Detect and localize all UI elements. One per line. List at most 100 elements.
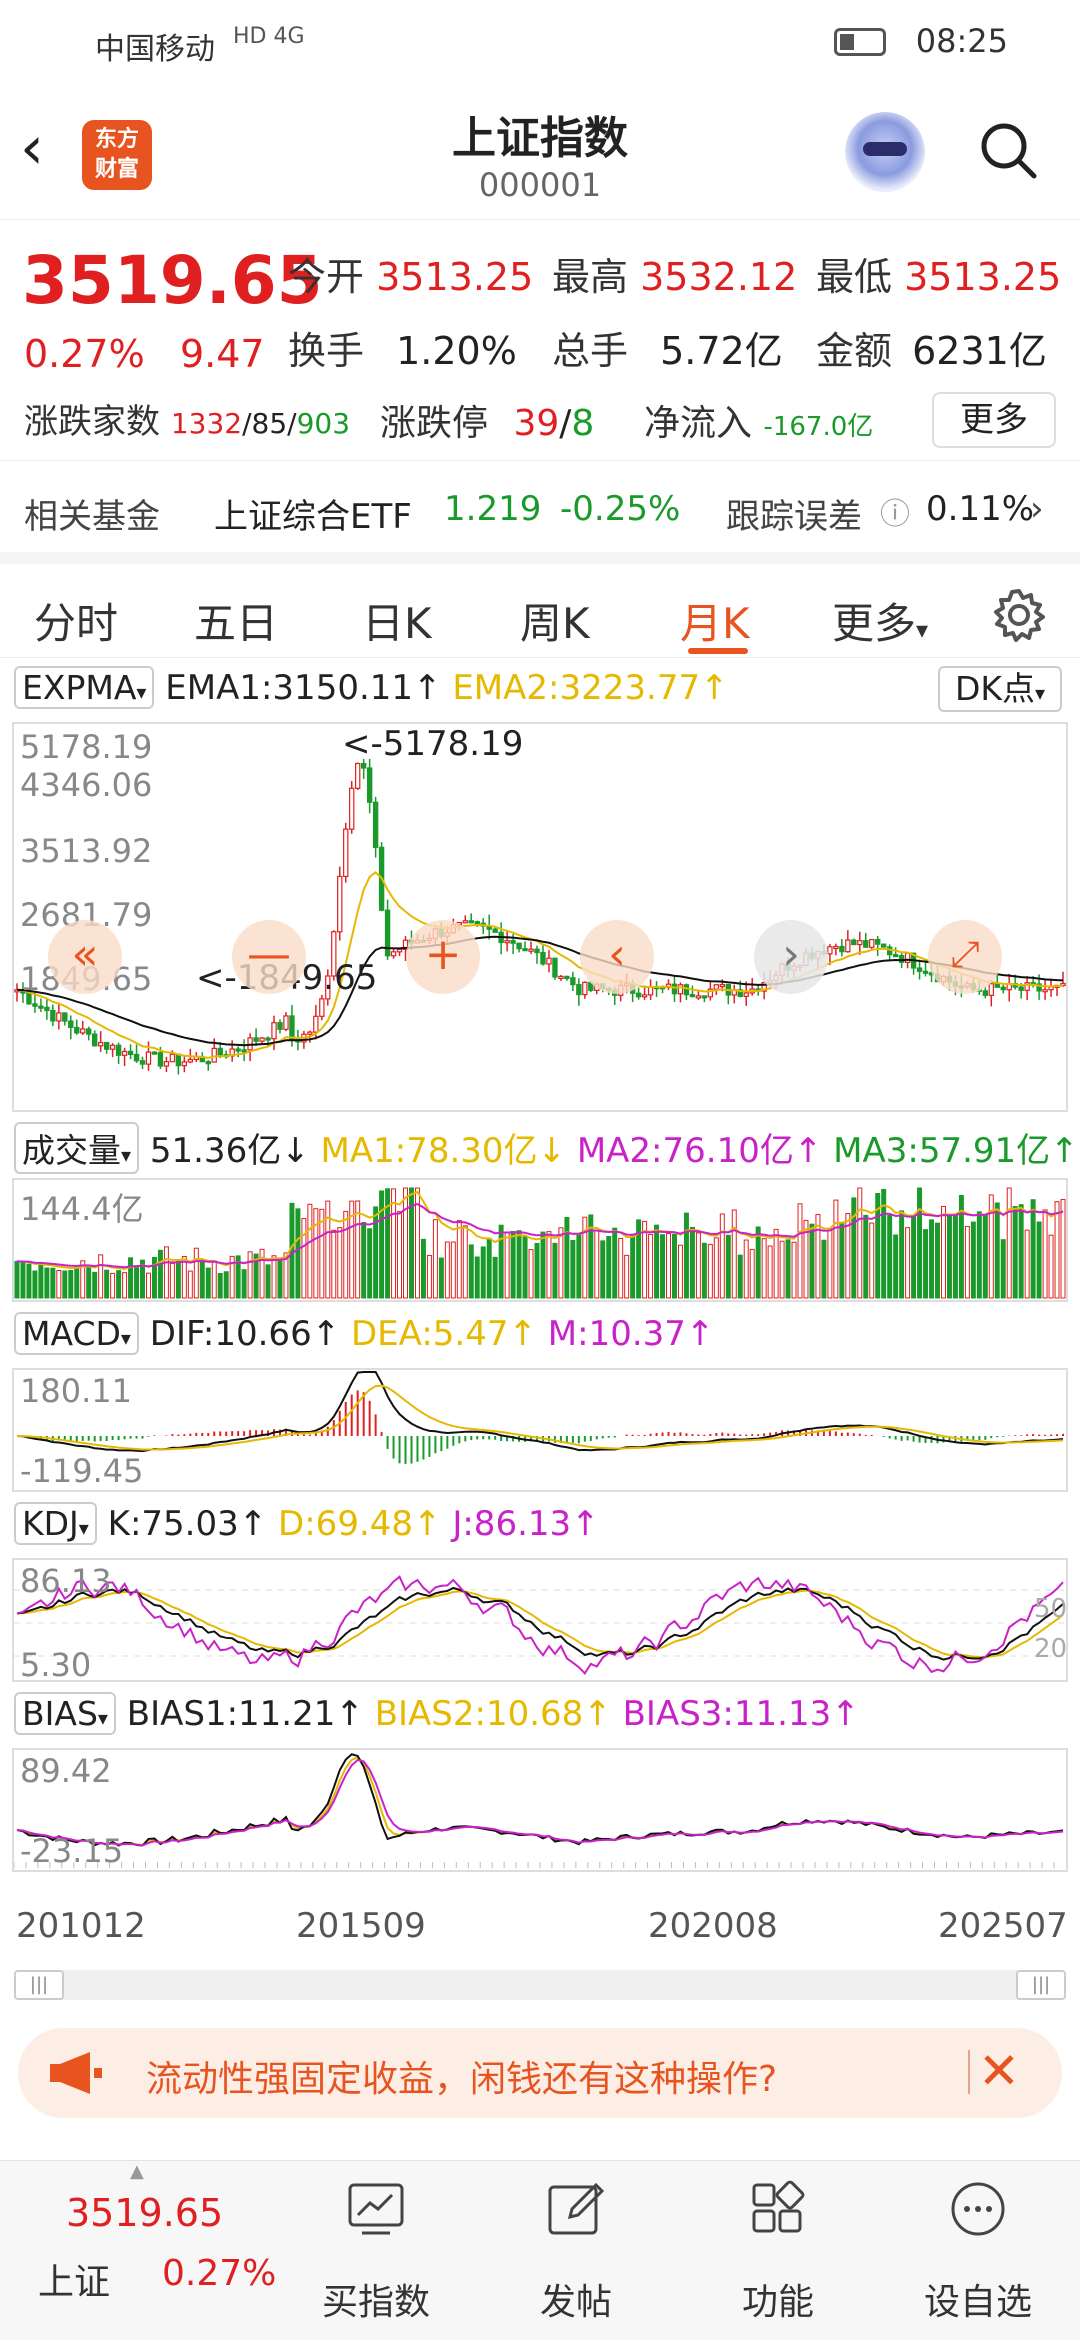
promo-text[interactable]: 流动性强固定收益，闲钱还有这种操作? <box>146 2059 778 2100</box>
related-fund-row[interactable]: 相关基金 上证综合ETF 1.219 -0.25% 跟踪误差 ⓘ 0.11% › <box>0 460 1080 552</box>
app-logo[interactable]: 东方 财富 <box>82 120 152 190</box>
candle-body <box>510 940 516 944</box>
candle-body <box>1024 982 1030 991</box>
candle-body <box>38 1005 44 1009</box>
kline-chart-area[interactable]: EXPMA▾ EMA1:3150.11↑ EMA2:3223.77↑ DK点▾ … <box>0 658 1080 1968</box>
volume-selector[interactable]: 成交量▾ <box>14 1122 140 1174</box>
fund-name[interactable]: 上证综合ETF <box>214 497 412 537</box>
kdj-axis-top: 86.13 <box>20 1562 112 1600</box>
netflow-value: -167.0亿 <box>763 412 874 442</box>
candle-body <box>1042 989 1048 993</box>
volume-bar <box>193 1247 199 1299</box>
breadth-label: 涨跌家数 <box>24 402 160 442</box>
volume-bar <box>964 1225 970 1299</box>
range-scrollbar[interactable]: ||| ||| <box>14 1970 1066 2000</box>
vol-ma3: MA3:57.91亿↑ <box>833 1131 1079 1171</box>
volume-value: 5.72亿 <box>660 329 783 373</box>
promo-banner[interactable]: 流动性强固定收益，闲钱还有这种操作? ✕ <box>18 2028 1062 2118</box>
volume-bar <box>20 1261 26 1299</box>
chevron-right-icon[interactable]: › <box>1030 489 1044 529</box>
up-count: 1332 <box>170 407 243 440</box>
candle-body <box>121 1050 128 1056</box>
change-percent: 0.27% <box>24 332 145 376</box>
tab-daily[interactable]: 日K <box>362 599 432 648</box>
volume-bar <box>618 1237 624 1299</box>
volume-bar <box>110 1272 116 1299</box>
volume-bar <box>636 1219 642 1299</box>
tab-five-day[interactable]: 五日 <box>194 599 279 648</box>
change-value: 9.47 <box>180 332 265 376</box>
tab-intraday[interactable]: 分时 <box>34 599 119 648</box>
bias2-value: BIAS2:10.68↑ <box>374 1694 612 1734</box>
kdj-k: K:75.03↑ <box>107 1504 268 1544</box>
scroll-right-icon[interactable]: › <box>754 920 828 994</box>
candle-body <box>62 1012 68 1022</box>
assistant-robot-icon[interactable] <box>845 112 925 192</box>
dk-point-button[interactable]: DK点▾ <box>938 666 1062 712</box>
candle-body <box>80 1028 86 1034</box>
zoom-in-icon[interactable]: + <box>406 920 480 994</box>
close-icon[interactable]: ✕ <box>978 2042 1020 2100</box>
index-quote-mini[interactable]: ▲ 3519.65 上证 0.27% <box>0 2161 276 2341</box>
volume-bar <box>50 1267 56 1299</box>
candle-body <box>677 984 684 995</box>
kdj-header: KDJ▾ K:75.03↑ D:69.48↑ J:86.13↑ <box>14 1502 600 1545</box>
functions-button[interactable]: 功能 <box>678 2161 878 2341</box>
scroll-left-icon[interactable]: ‹ <box>580 920 654 994</box>
candle-body <box>683 984 690 996</box>
candle-body <box>922 970 929 974</box>
post-button[interactable]: 发帖 <box>476 2161 676 2341</box>
volume-bar <box>899 1210 905 1299</box>
search-icon[interactable] <box>978 120 1038 180</box>
volume-bar <box>379 1190 385 1299</box>
volume-bar <box>1048 1234 1054 1299</box>
add-watchlist-label: 设自选 <box>923 2282 1032 2323</box>
macd-axis-bottom: -119.45 <box>20 1452 144 1490</box>
more-button[interactable]: 更多 <box>932 392 1056 448</box>
volume-bar <box>187 1270 193 1299</box>
volume-bar <box>277 1257 283 1299</box>
macd-selector[interactable]: MACD▾ <box>14 1312 139 1355</box>
back-icon[interactable]: ‹ <box>20 113 44 183</box>
volume-panel: 144.4亿 <box>12 1178 1068 1302</box>
volume-bar <box>181 1256 187 1299</box>
volume-bar <box>247 1251 253 1299</box>
range-start-handle[interactable]: ||| <box>14 1970 64 2000</box>
volume-bar <box>1060 1198 1066 1299</box>
candle-body <box>313 1015 319 1033</box>
tab-more[interactable]: 更多▾ <box>832 599 929 648</box>
bias-selector[interactable]: BIAS▾ <box>14 1692 116 1735</box>
volume-bar <box>803 1219 809 1299</box>
volume-bar <box>504 1231 510 1299</box>
volume-bar <box>391 1188 397 1299</box>
add-watchlist-button[interactable]: 设自选 <box>878 2161 1078 2341</box>
volume-bar <box>283 1252 289 1299</box>
volume-bar <box>935 1222 940 1299</box>
buy-index-button[interactable]: 买指数 <box>276 2161 476 2341</box>
candle-body <box>701 995 708 999</box>
volume-bar <box>1012 1205 1018 1299</box>
help-icon[interactable]: ⓘ <box>880 497 910 532</box>
tab-monthly[interactable]: 月K <box>680 599 750 648</box>
move-left-icon[interactable]: — <box>232 920 306 994</box>
volume-bar <box>701 1242 707 1299</box>
candle-body <box>253 1037 259 1042</box>
gear-icon[interactable] <box>992 588 1046 642</box>
zoom-out-icon[interactable]: « <box>48 920 122 994</box>
candle-body <box>109 1044 116 1050</box>
candle-body <box>169 1053 176 1063</box>
volume-bar <box>958 1194 964 1299</box>
volume-bar <box>492 1256 498 1299</box>
battery-icon <box>834 28 886 56</box>
kdj-k-line <box>16 1586 1064 1661</box>
volume-bar <box>409 1187 414 1299</box>
candle-body <box>904 952 911 963</box>
mini-index-name: 上证 <box>38 2262 111 2303</box>
expma-selector[interactable]: EXPMA▾ <box>14 666 155 709</box>
kdj-selector[interactable]: KDJ▾ <box>14 1502 97 1545</box>
fullscreen-icon[interactable]: ⤢ <box>928 920 1002 994</box>
tab-weekly[interactable]: 周K <box>520 599 590 648</box>
dea-line <box>16 1384 1064 1451</box>
price-axis-label: 3513.92 <box>20 832 153 870</box>
range-end-handle[interactable]: ||| <box>1016 1970 1066 2000</box>
